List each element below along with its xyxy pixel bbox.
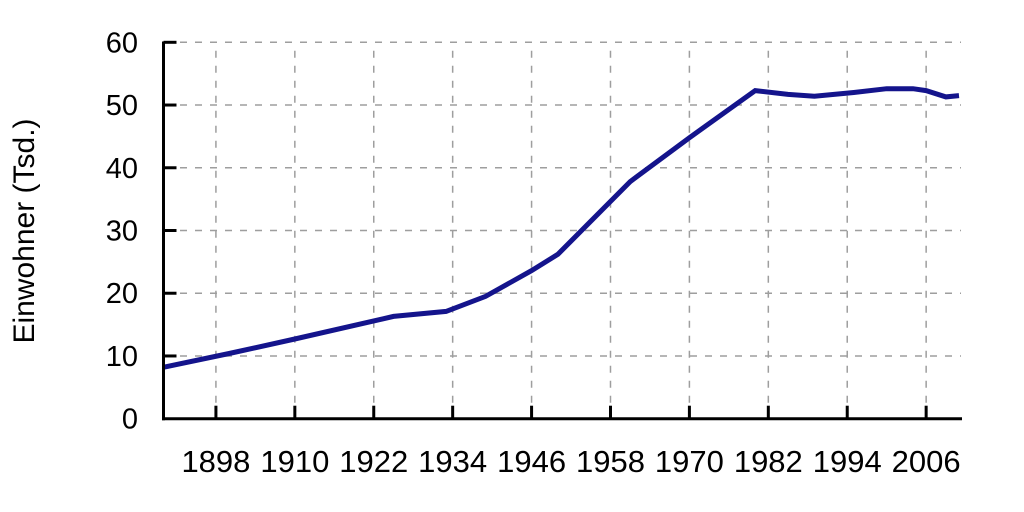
x-tick-label: 1910 [260,444,329,479]
grid-layer [165,41,961,418]
label-layer: 0 10 20 30 40 50 60 1898 1910 1922 1934 1946 1958 197… [106,27,961,479]
population-line [162,86,960,370]
x-tick-label: 1994 [813,444,882,479]
axis-layer [162,40,962,421]
x-tick-label: 1958 [576,444,645,479]
y-tick-label: 40 [106,153,138,185]
x-tick-label: 2006 [892,444,961,479]
y-tick-label: 30 [106,216,138,248]
x-tick-label: 1946 [497,444,566,479]
x-tick-label: 1970 [655,444,724,479]
x-tick-label: 1922 [339,444,408,479]
y-tick-label: 60 [106,27,138,59]
y-axis-title: Einwohner (Tsd.) [8,118,41,343]
x-tick-label: 1982 [734,444,803,479]
y-tick-label: 50 [106,90,138,122]
y-tick-label: 20 [106,278,138,310]
series-layer [162,86,960,370]
x-tick-label: 1898 [181,444,250,479]
y-tick-label: 10 [106,341,138,373]
y-tick-label: 0 [122,404,138,436]
x-tick-label: 1934 [418,444,487,479]
